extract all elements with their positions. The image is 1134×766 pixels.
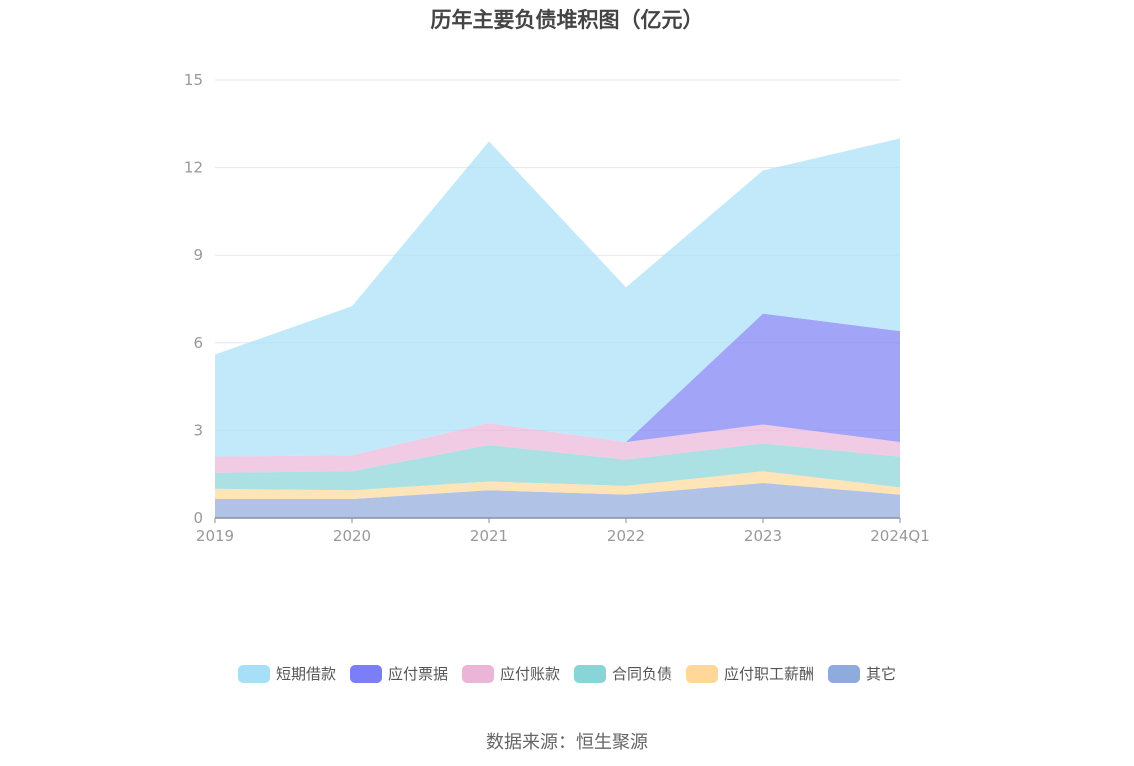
legend-item[interactable]: 应付账款 bbox=[461, 663, 560, 684]
legend-item[interactable]: 合同负债 bbox=[574, 663, 672, 684]
legend-label: 短期借款 bbox=[275, 665, 336, 683]
x-tick-label: 2019 bbox=[196, 527, 234, 545]
x-tick-label: 2023 bbox=[744, 527, 782, 545]
legend-swatch bbox=[349, 664, 382, 683]
y-tick-label: 9 bbox=[193, 246, 203, 264]
x-tick-label: 2022 bbox=[607, 527, 645, 545]
area-series bbox=[215, 138, 900, 518]
axes: 0 3 6 9 12 15 2019 2020 2021 2022 2023 2024Q1 bbox=[184, 71, 930, 545]
area-应付账款 bbox=[215, 423, 900, 473]
y-tick-label: 0 bbox=[193, 509, 203, 527]
legend-swatch bbox=[828, 664, 861, 683]
legend-item[interactable]: 应付票据 bbox=[349, 663, 448, 684]
area-其它 bbox=[215, 482, 900, 518]
legend-label: 其它 bbox=[866, 665, 897, 683]
legend-swatch bbox=[574, 664, 606, 683]
x-tick-label: 2024Q1 bbox=[870, 527, 930, 545]
legend-label: 合同负债 bbox=[612, 665, 673, 683]
area-应付职工薪酬 bbox=[215, 471, 900, 500]
area-合同负债 bbox=[215, 443, 900, 491]
x-tick-label: 2020 bbox=[333, 527, 371, 545]
area-短期借款 bbox=[215, 138, 900, 457]
y-tick-label: 3 bbox=[193, 421, 203, 439]
y-tick-label: 6 bbox=[193, 334, 203, 352]
legend-item[interactable]: 其它 bbox=[828, 663, 896, 684]
legend-item[interactable]: 短期借款 bbox=[237, 663, 336, 684]
legend: 短期借款 应付票据 应付账款 合同负债 应付职工薪酬 其它 bbox=[0, 663, 1134, 684]
y-tick-label: 15 bbox=[184, 71, 203, 89]
x-tick-label: 2021 bbox=[470, 527, 508, 545]
area-应付票据 bbox=[215, 313, 900, 457]
legend-label: 应付票据 bbox=[387, 665, 448, 683]
legend-label: 应付账款 bbox=[499, 665, 560, 683]
y-tick-label: 12 bbox=[184, 159, 203, 177]
data-source: 数据来源：恒生聚源 bbox=[486, 732, 648, 753]
chart-title: 历年主要负债堆积图（亿元） bbox=[430, 8, 704, 32]
legend-item[interactable]: 应付职工薪酬 bbox=[686, 663, 814, 684]
legend-swatch bbox=[461, 664, 494, 683]
stacked-area-chart: 0 3 6 9 12 15 2019 2020 2021 2022 2023 2024Q1 bbox=[184, 71, 930, 545]
legend-swatch bbox=[237, 664, 270, 683]
legend-label: 应付职工薪酬 bbox=[724, 665, 815, 683]
legend-swatch bbox=[686, 664, 719, 683]
